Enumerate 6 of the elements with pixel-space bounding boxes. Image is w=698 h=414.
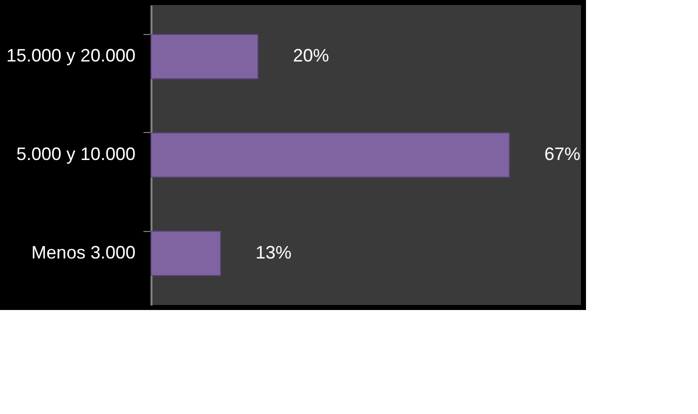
data-label: 20% [292,46,329,66]
y-tick-label: 15.000 y 20.000 [6,46,136,66]
data-label: 67% [544,144,580,164]
y-tick-label: Menos 3.000 [31,242,136,262]
y-tick-label: 5.000 y 10.000 [16,144,136,164]
data-label: 13% [256,242,292,262]
